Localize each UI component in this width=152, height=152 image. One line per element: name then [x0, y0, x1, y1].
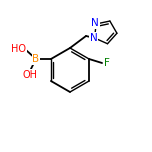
Text: N: N	[91, 18, 99, 28]
Text: B: B	[32, 54, 40, 64]
Text: N: N	[90, 33, 97, 43]
Text: F: F	[104, 58, 110, 68]
Text: HO: HO	[11, 44, 26, 54]
Text: OH: OH	[22, 70, 37, 80]
